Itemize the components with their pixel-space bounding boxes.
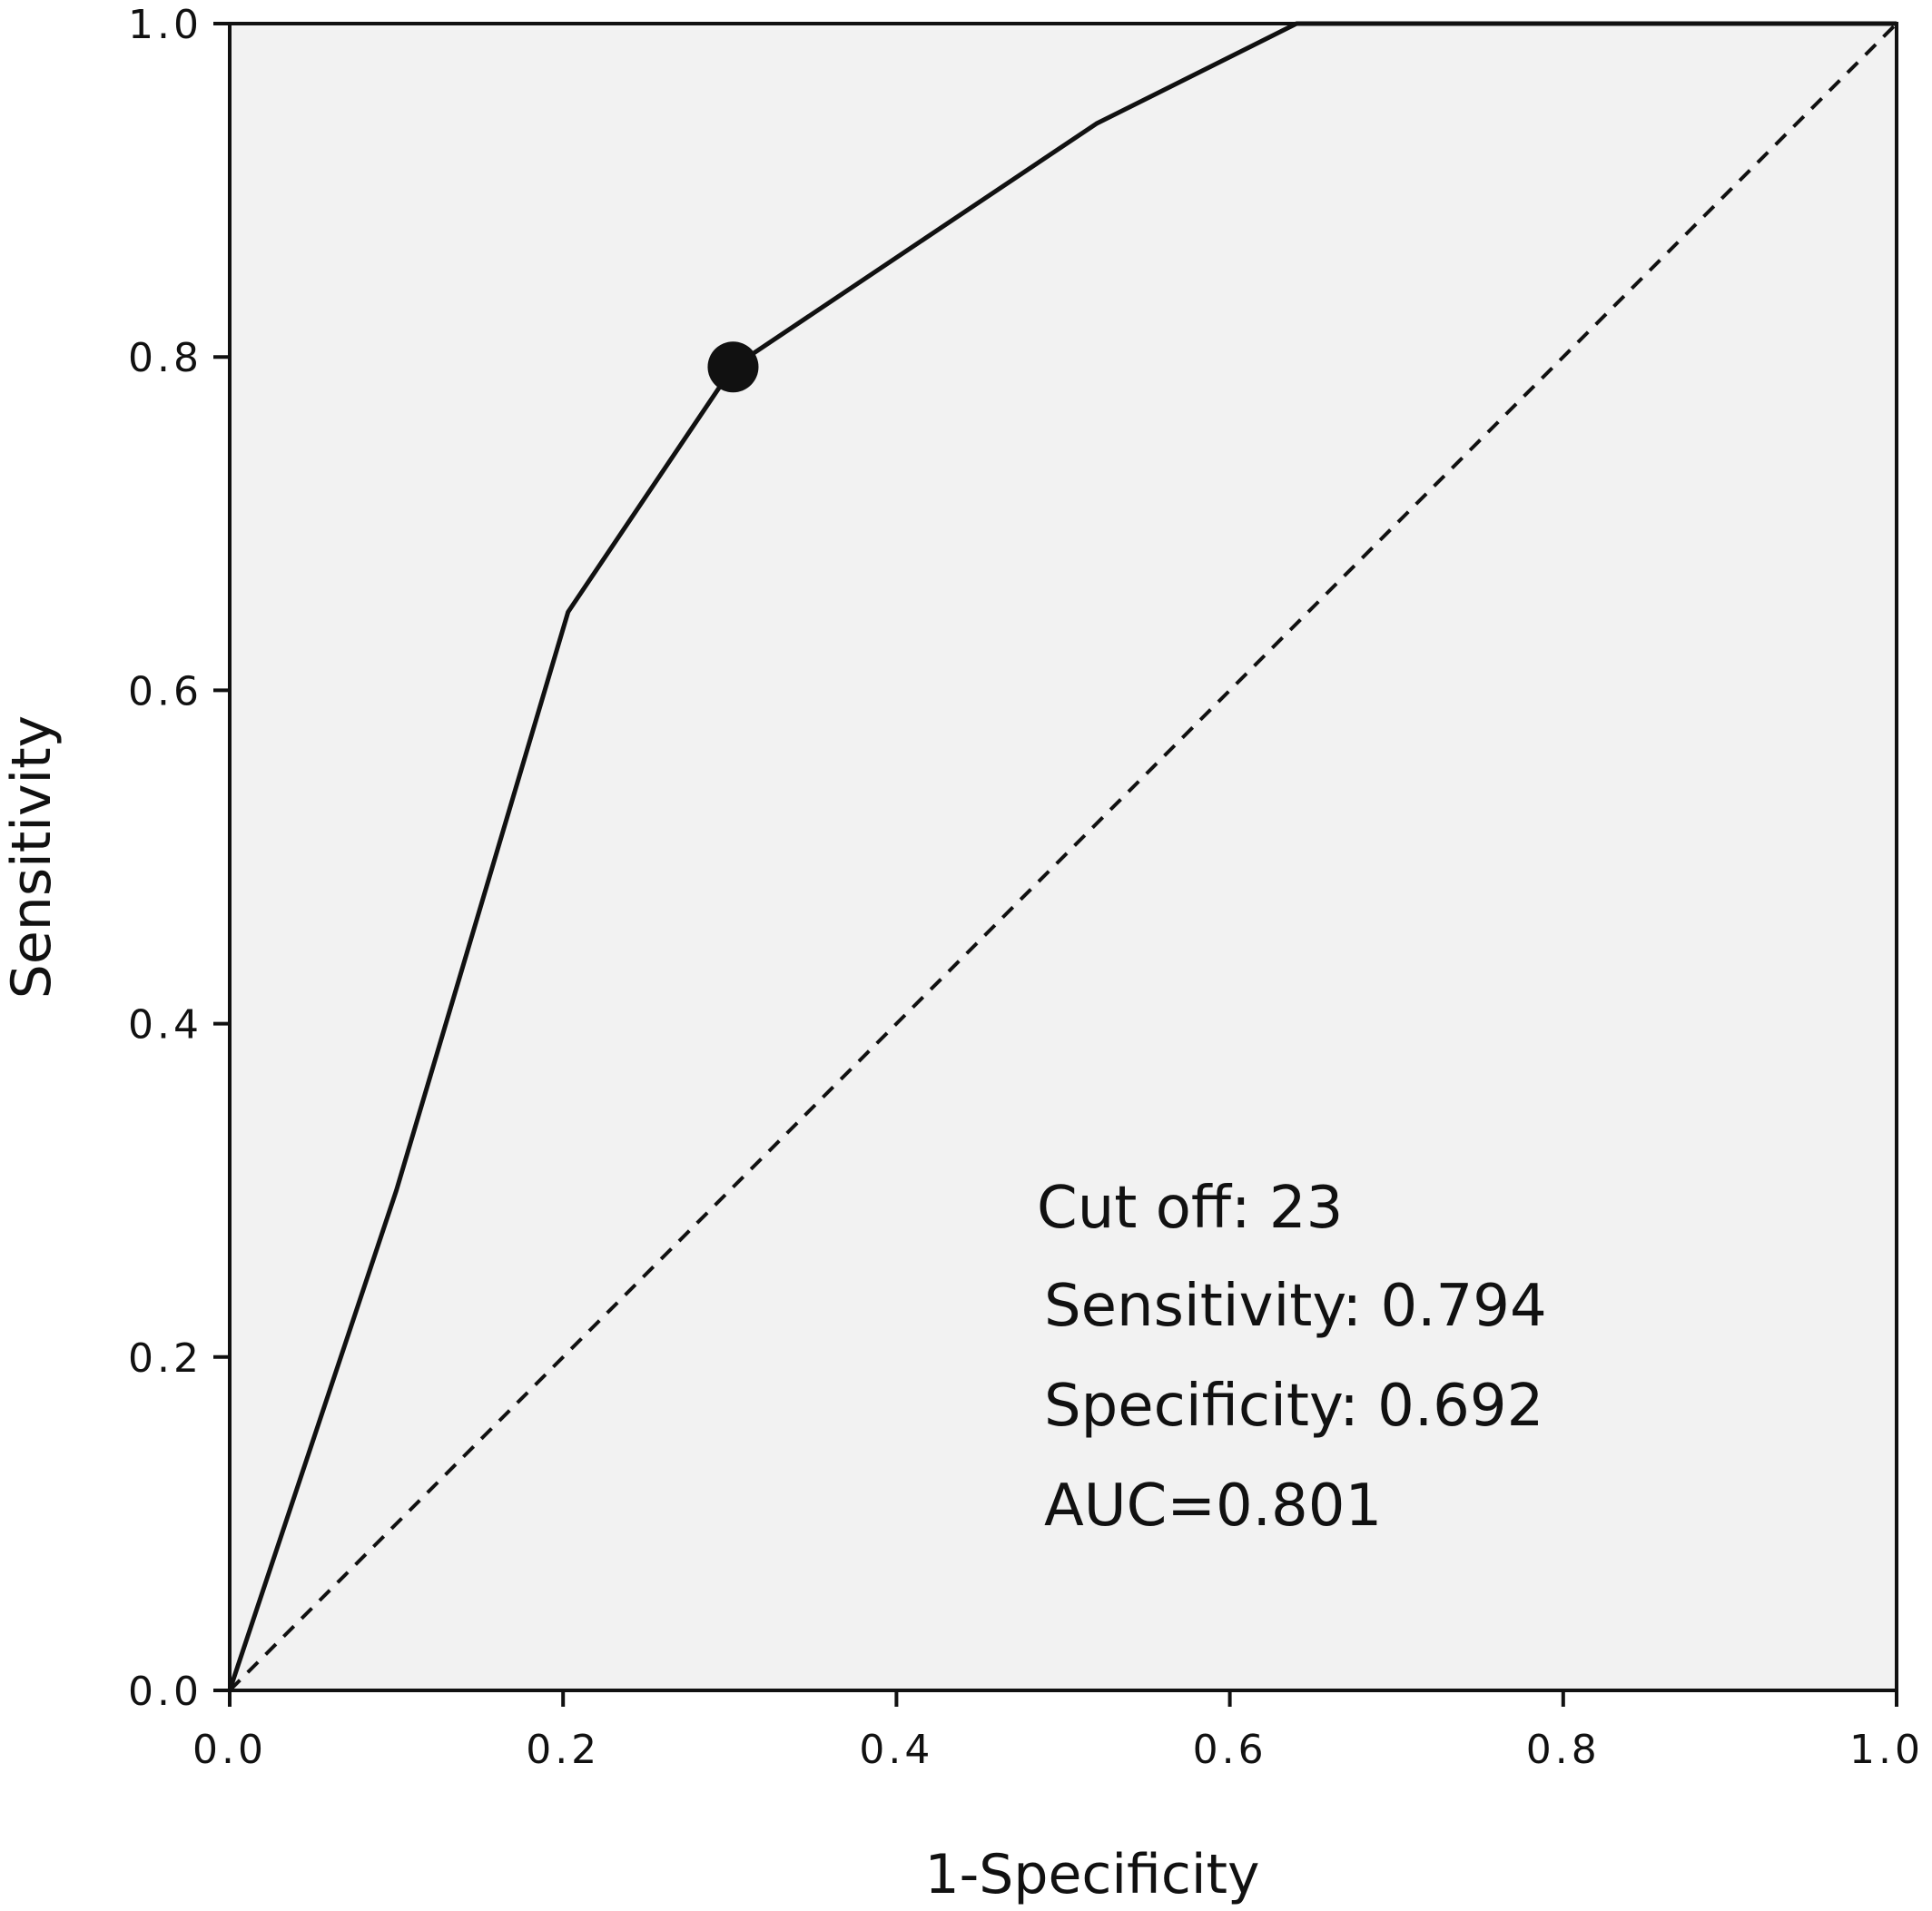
x-tick-label: 0.2	[526, 1727, 600, 1773]
x-tick-label: 0.0	[192, 1727, 267, 1773]
y-tick-label: 1.0	[128, 2, 202, 48]
reference-diagonal-line	[228, 22, 1898, 1692]
x-tick-label: 1.0	[1849, 1727, 1924, 1773]
annotation-line: Cut off: 23	[1037, 1175, 1343, 1242]
cutoff-point-marker	[707, 341, 759, 393]
y-tick-label: 0.0	[128, 1669, 202, 1715]
x-tick-label: 0.8	[1526, 1727, 1601, 1773]
y-tick-label: 0.2	[128, 1335, 202, 1382]
annotation-line: AUC=0.801	[1044, 1473, 1382, 1540]
y-tick-label: 0.8	[128, 335, 202, 381]
series-layer	[227, 21, 1898, 1692]
annotation-block: Cut off: 23 Sensitivity: 0.794 Specificity…	[1037, 1175, 1547, 1540]
y-axis-ticks: 0.0 0.2 0.4 0.6 0.8 1.0	[128, 2, 230, 1715]
x-axis-ticks: 0.0 0.2 0.4 0.6 0.8 1.0	[192, 1690, 1924, 1773]
y-tick-label: 0.6	[128, 668, 202, 714]
annotation-line: Specificity: 0.692	[1044, 1373, 1543, 1440]
x-tick-label: 0.6	[1193, 1727, 1267, 1773]
y-tick-label: 0.4	[128, 1002, 202, 1049]
x-tick-label: 0.4	[859, 1727, 933, 1773]
y-axis-title: Sensitivity	[0, 715, 64, 999]
annotation-line: Sensitivity: 0.794	[1044, 1273, 1547, 1340]
x-axis-title: 1-Specificity	[924, 1843, 1259, 1906]
